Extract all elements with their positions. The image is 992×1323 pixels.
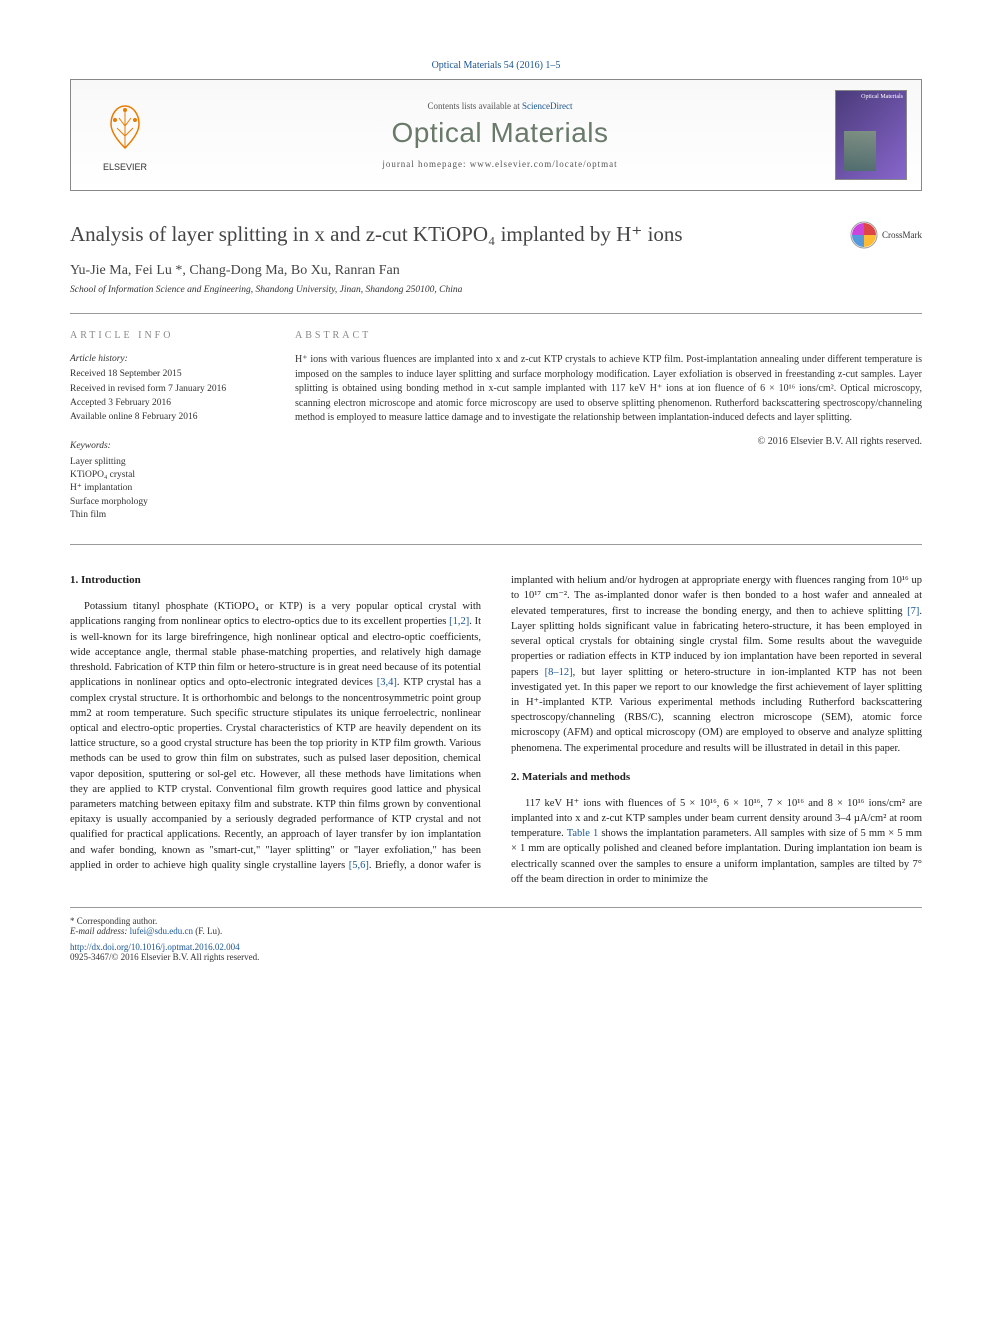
history-online: Available online 8 February 2016: [70, 411, 265, 424]
crossmark-badge[interactable]: CrossMark: [850, 221, 922, 249]
ref-link[interactable]: [3,4]: [377, 677, 397, 688]
ref-link[interactable]: [5,6]: [349, 860, 369, 871]
abstract-label: ABSTRACT: [295, 330, 922, 341]
table-ref-link[interactable]: Table 1: [567, 828, 599, 839]
email-link[interactable]: lufei@sdu.edu.cn: [130, 926, 193, 936]
journal-header: ELSEVIER Contents lists available at Sci…: [70, 79, 922, 191]
affiliation: School of Information Science and Engine…: [70, 285, 922, 295]
cover-image: [844, 131, 876, 171]
abstract-copyright: © 2016 Elsevier B.V. All rights reserved…: [295, 436, 922, 447]
keyword: Layer splitting: [70, 456, 265, 469]
doi-link[interactable]: http://dx.doi.org/10.1016/j.optmat.2016.…: [70, 942, 240, 952]
journal-cover-thumbnail: Optical Materials: [835, 90, 907, 180]
crossmark-icon: [850, 221, 878, 249]
homepage-url[interactable]: www.elsevier.com/locate/optmat: [470, 159, 618, 169]
ref-link[interactable]: [7]: [907, 606, 919, 617]
history-revised: Received in revised form 7 January 2016: [70, 383, 265, 396]
elsevier-tree-icon: [97, 98, 153, 154]
section-methods-title: 2. Materials and methods: [511, 770, 922, 786]
article-info-label: ARTICLE INFO: [70, 330, 265, 341]
history-label: Article history:: [70, 353, 265, 366]
issn-copyright: 0925-3467/© 2016 Elsevier B.V. All right…: [70, 952, 922, 962]
keywords-label: Keywords:: [70, 440, 265, 453]
section-intro-title: 1. Introduction: [70, 573, 481, 589]
crossmark-label: CrossMark: [882, 230, 922, 240]
ref-link[interactable]: [1,2]: [449, 616, 469, 627]
contents-available: Contents lists available at ScienceDirec…: [165, 101, 835, 111]
publisher-logo-block: ELSEVIER: [85, 98, 165, 172]
journal-name: Optical Materials: [165, 117, 835, 149]
journal-reference: Optical Materials 54 (2016) 1–5: [70, 60, 922, 71]
author-list: Yu-Jie Ma, Fei Lu *, Chang-Dong Ma, Bo X…: [70, 263, 922, 279]
keyword: H⁺ implantation: [70, 482, 265, 495]
history-received: Received 18 September 2015: [70, 368, 265, 381]
cover-title: Optical Materials: [839, 94, 903, 100]
abstract-text: H⁺ ions with various fluences are implan…: [295, 353, 922, 426]
keyword: KTiOPO₄ crystal: [70, 469, 265, 482]
corresponding-author: * Corresponding author.: [70, 916, 922, 926]
publisher-name: ELSEVIER: [85, 162, 165, 172]
article-title: Analysis of layer splitting in x and z-c…: [70, 221, 850, 248]
sciencedirect-link[interactable]: ScienceDirect: [522, 101, 572, 111]
keyword: Thin film: [70, 509, 265, 522]
email-line: E-mail address: lufei@sdu.edu.cn (F. Lu)…: [70, 926, 922, 936]
journal-homepage: journal homepage: www.elsevier.com/locat…: [165, 159, 835, 169]
contents-prefix: Contents lists available at: [428, 101, 522, 111]
page-footer: * Corresponding author. E-mail address: …: [70, 907, 922, 962]
history-accepted: Accepted 3 February 2016: [70, 397, 265, 410]
ref-link[interactable]: [8–12]: [545, 667, 573, 678]
methods-paragraph: 117 keV H⁺ ions with fluences of 5 × 10¹…: [511, 796, 922, 887]
keyword: Surface morphology: [70, 496, 265, 509]
